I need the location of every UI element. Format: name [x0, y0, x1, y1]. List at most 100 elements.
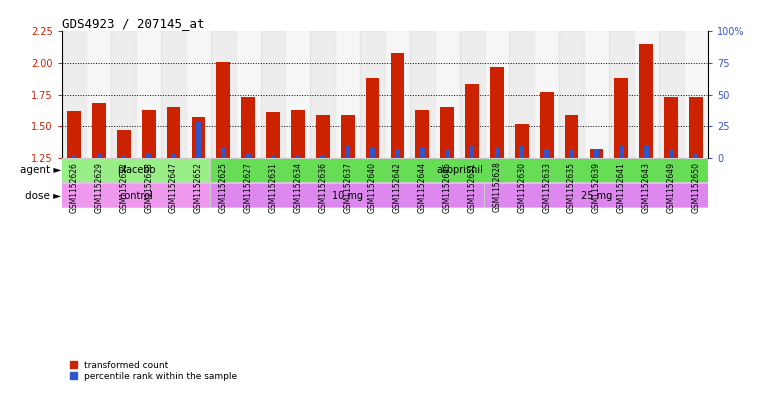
Bar	[62, 184, 210, 207]
Text: GSM1152634: GSM1152634	[293, 162, 303, 213]
Bar	[67, 111, 81, 158]
Text: GSM1152633: GSM1152633	[542, 162, 551, 213]
Bar	[86, 31, 112, 158]
Bar	[515, 124, 529, 158]
Bar	[639, 44, 653, 158]
Bar	[440, 107, 454, 158]
Bar	[192, 118, 206, 158]
Text: control: control	[119, 191, 153, 201]
Bar	[271, 155, 276, 158]
Text: agent ►: agent ►	[20, 165, 62, 175]
Bar	[320, 155, 325, 158]
Bar	[594, 149, 599, 158]
Bar	[590, 149, 604, 158]
Bar	[494, 148, 499, 158]
Bar	[196, 122, 201, 158]
Bar	[291, 110, 305, 158]
Text: asoprisnil: asoprisnil	[436, 165, 483, 175]
Bar	[484, 31, 510, 158]
Bar	[146, 153, 151, 158]
Bar	[559, 31, 584, 158]
Bar	[122, 155, 126, 158]
Bar	[619, 146, 624, 158]
Text: GSM1152637: GSM1152637	[343, 162, 352, 213]
Bar	[540, 92, 554, 158]
Bar	[211, 159, 708, 182]
Bar	[171, 154, 176, 158]
Bar	[72, 155, 76, 158]
Bar	[658, 31, 684, 158]
Bar	[370, 148, 375, 158]
Bar	[470, 146, 474, 158]
Bar	[520, 146, 524, 158]
Text: GSM1152636: GSM1152636	[318, 162, 327, 213]
Bar	[366, 78, 380, 158]
Bar	[644, 146, 648, 158]
Bar	[484, 184, 708, 207]
Bar	[510, 31, 534, 158]
Bar	[490, 67, 504, 158]
Bar	[142, 110, 156, 158]
Bar	[345, 146, 350, 158]
Bar	[112, 31, 136, 158]
Text: placebo: placebo	[117, 165, 156, 175]
Bar	[316, 115, 330, 158]
Bar	[385, 31, 410, 158]
Text: GSM1152628: GSM1152628	[493, 162, 501, 213]
Bar	[390, 53, 404, 158]
Text: GSM1152641: GSM1152641	[617, 162, 626, 213]
Bar	[609, 31, 634, 158]
Bar	[186, 31, 211, 158]
Text: GSM1152647: GSM1152647	[169, 162, 178, 213]
Text: GSM1152638: GSM1152638	[144, 162, 153, 213]
Bar	[665, 97, 678, 158]
Text: GSM1152651: GSM1152651	[467, 162, 477, 213]
Bar	[534, 31, 559, 158]
Bar	[544, 149, 549, 158]
Bar	[211, 31, 236, 158]
Bar	[136, 31, 161, 158]
Bar	[310, 31, 335, 158]
Bar	[584, 31, 609, 158]
Bar	[92, 103, 105, 158]
Bar	[241, 97, 255, 158]
Bar	[569, 150, 574, 158]
Bar	[684, 31, 708, 158]
Bar	[216, 62, 230, 158]
Bar	[564, 115, 578, 158]
Bar	[668, 149, 674, 158]
Bar	[246, 153, 250, 158]
Text: GSM1152650: GSM1152650	[691, 162, 701, 213]
Text: GSM1152629: GSM1152629	[95, 162, 103, 213]
Bar	[167, 107, 180, 158]
Legend: transformed count, percentile rank within the sample: transformed count, percentile rank withi…	[66, 357, 241, 385]
Text: GSM1152626: GSM1152626	[69, 162, 79, 213]
Text: GDS4923 / 207145_at: GDS4923 / 207145_at	[62, 17, 204, 30]
Text: GSM1152635: GSM1152635	[567, 162, 576, 213]
Bar	[296, 155, 300, 158]
Bar	[260, 31, 286, 158]
Bar	[221, 148, 226, 158]
Bar	[410, 31, 435, 158]
Bar	[435, 31, 460, 158]
Text: GSM1152630: GSM1152630	[517, 162, 527, 213]
Text: 10 mg: 10 mg	[332, 191, 363, 201]
Bar	[634, 31, 658, 158]
Text: GSM1152627: GSM1152627	[243, 162, 253, 213]
Text: GSM1152639: GSM1152639	[592, 162, 601, 213]
Bar	[96, 154, 102, 158]
Bar	[266, 112, 280, 158]
Bar	[117, 130, 131, 158]
Bar	[465, 84, 479, 158]
Text: GSM1152632: GSM1152632	[119, 162, 129, 213]
Text: GSM1152646: GSM1152646	[443, 162, 452, 213]
Bar	[689, 97, 703, 158]
Bar	[694, 154, 698, 158]
Bar	[460, 31, 484, 158]
Text: GSM1152640: GSM1152640	[368, 162, 377, 213]
Bar	[341, 115, 354, 158]
Text: 25 mg: 25 mg	[581, 191, 612, 201]
Bar	[236, 31, 260, 158]
Bar	[62, 31, 86, 158]
Text: GSM1152652: GSM1152652	[194, 162, 203, 213]
